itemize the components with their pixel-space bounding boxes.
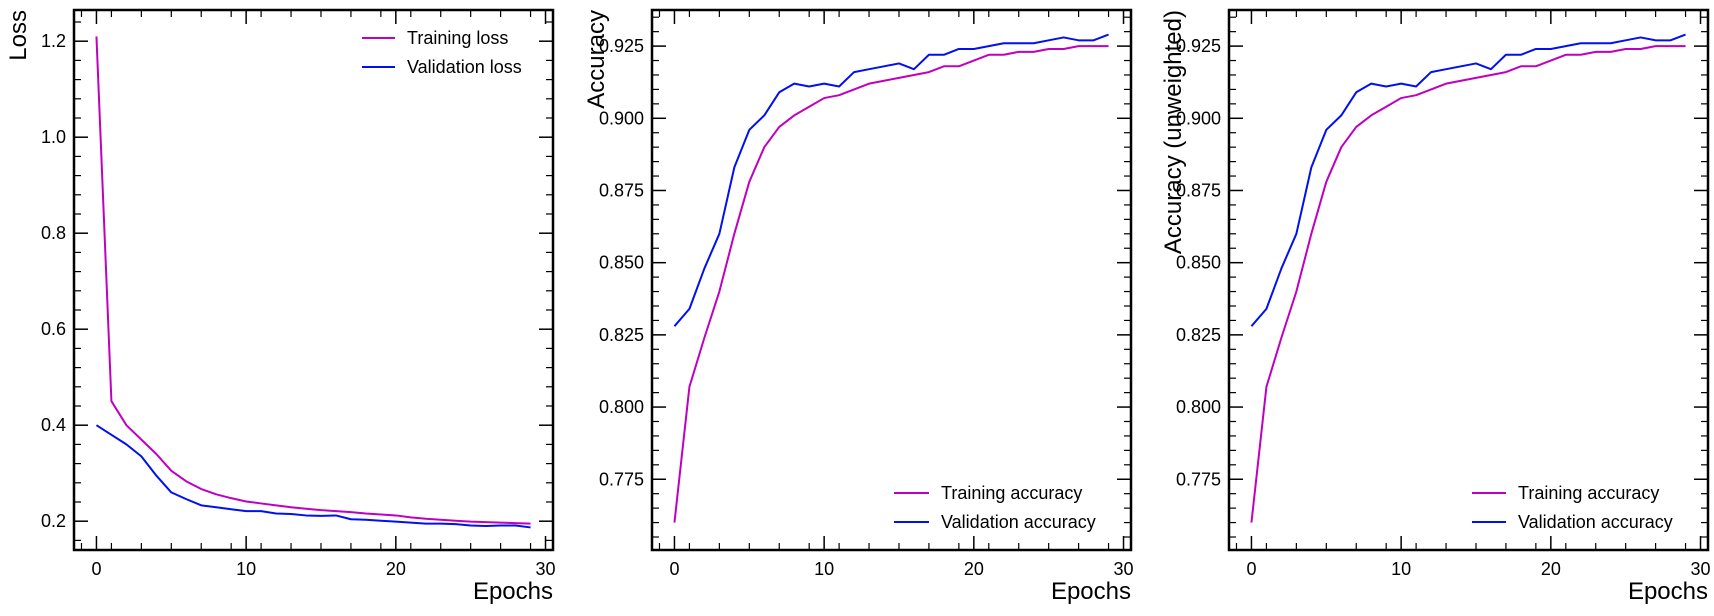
y-axis-title: Accuracy <box>583 10 610 109</box>
x-axis-title: Epochs <box>1628 578 1708 605</box>
y-tick-label: 0.850 <box>599 253 644 273</box>
series-line-training-accuracy <box>673 45 1109 523</box>
legend-label: Training accuracy <box>1518 483 1659 503</box>
legend: Training accuracy Validation accuracy <box>1472 483 1673 532</box>
y-tick-label: 1.2 <box>41 31 66 51</box>
x-tick-label: 30 <box>536 559 556 579</box>
x-tick-label: 20 <box>964 559 984 579</box>
y-tick-label: 0.800 <box>599 397 644 417</box>
legend-label: Validation accuracy <box>941 512 1096 532</box>
y-axis-title: Accuracy (unweighted) <box>1160 10 1187 254</box>
y-tick-label: 0.900 <box>1176 108 1221 128</box>
y-tick-label: 0.775 <box>1176 469 1221 489</box>
x-tick-label: 0 <box>1246 559 1256 579</box>
x-tick-label: 20 <box>1541 559 1561 579</box>
series-line-validation-accuracy <box>673 33 1109 327</box>
y-tick-label: 0.6 <box>41 319 66 339</box>
chart-panel-3: 0 10 20 30 0.775 0.800 0.825 0.850 0.875 0.900 0.9… <box>1160 8 1711 605</box>
plot-frame <box>1227 8 1710 552</box>
y-tick-label: 0.900 <box>599 108 644 128</box>
y-tick-label: 0.825 <box>599 325 644 345</box>
y-tick-label: 0.8 <box>41 223 66 243</box>
x-tick-label: 30 <box>1114 559 1134 579</box>
x-tick-label: 20 <box>386 559 406 579</box>
legend: Training loss Validation loss <box>362 28 522 77</box>
x-axis-title: Epochs <box>1051 578 1131 605</box>
y-tick-label: 0.925 <box>1176 36 1221 56</box>
series-line-validation-loss <box>95 424 531 529</box>
x-tick-label: 10 <box>1391 559 1411 579</box>
y-tick-label: 0.850 <box>1176 253 1221 273</box>
x-axis-title: Epochs <box>473 578 553 605</box>
x-tick-label: 0 <box>91 559 101 579</box>
chart-panel-2: 0 10 20 30 0.775 0.800 0.825 0.850 0.875 0.900 0.9… <box>583 8 1134 605</box>
y-tick-label: 0.775 <box>599 469 644 489</box>
series-line-training-loss <box>95 36 531 525</box>
y-tick-label: 0.825 <box>1176 325 1221 345</box>
y-axis-title: Loss <box>5 10 32 61</box>
legend-label: Training loss <box>407 28 508 48</box>
y-tick-label: 0.2 <box>41 511 66 531</box>
plot-frame <box>72 8 555 552</box>
x-tick-label: 10 <box>236 559 256 579</box>
y-tick-label: 0.875 <box>1176 180 1221 200</box>
y-tick-label: 0.800 <box>1176 397 1221 417</box>
y-tick-label: 0.925 <box>599 36 644 56</box>
series-line-validation-accuracy <box>1250 33 1686 327</box>
legend: Training accuracy Validation accuracy <box>894 483 1096 532</box>
series-line-training-accuracy <box>1250 45 1686 523</box>
x-tick-label: 30 <box>1691 559 1711 579</box>
x-tick-label: 10 <box>814 559 834 579</box>
legend-label: Validation loss <box>407 57 522 77</box>
y-tick-label: 1.0 <box>41 127 66 147</box>
minor-ticks <box>1229 10 1708 550</box>
minor-ticks <box>74 10 553 550</box>
x-tick-label: 0 <box>669 559 679 579</box>
legend-label: Training accuracy <box>941 483 1082 503</box>
minor-ticks <box>652 10 1131 550</box>
chart-panel-1: 0 10 20 30 0.2 0.4 0.6 0.8 1.0 1.2 Epochs Loss Train… <box>5 8 556 605</box>
plot-frame <box>650 8 1133 552</box>
legend-label: Validation accuracy <box>1518 512 1673 532</box>
y-tick-label: 0.875 <box>599 180 644 200</box>
y-tick-label: 0.4 <box>41 415 66 435</box>
